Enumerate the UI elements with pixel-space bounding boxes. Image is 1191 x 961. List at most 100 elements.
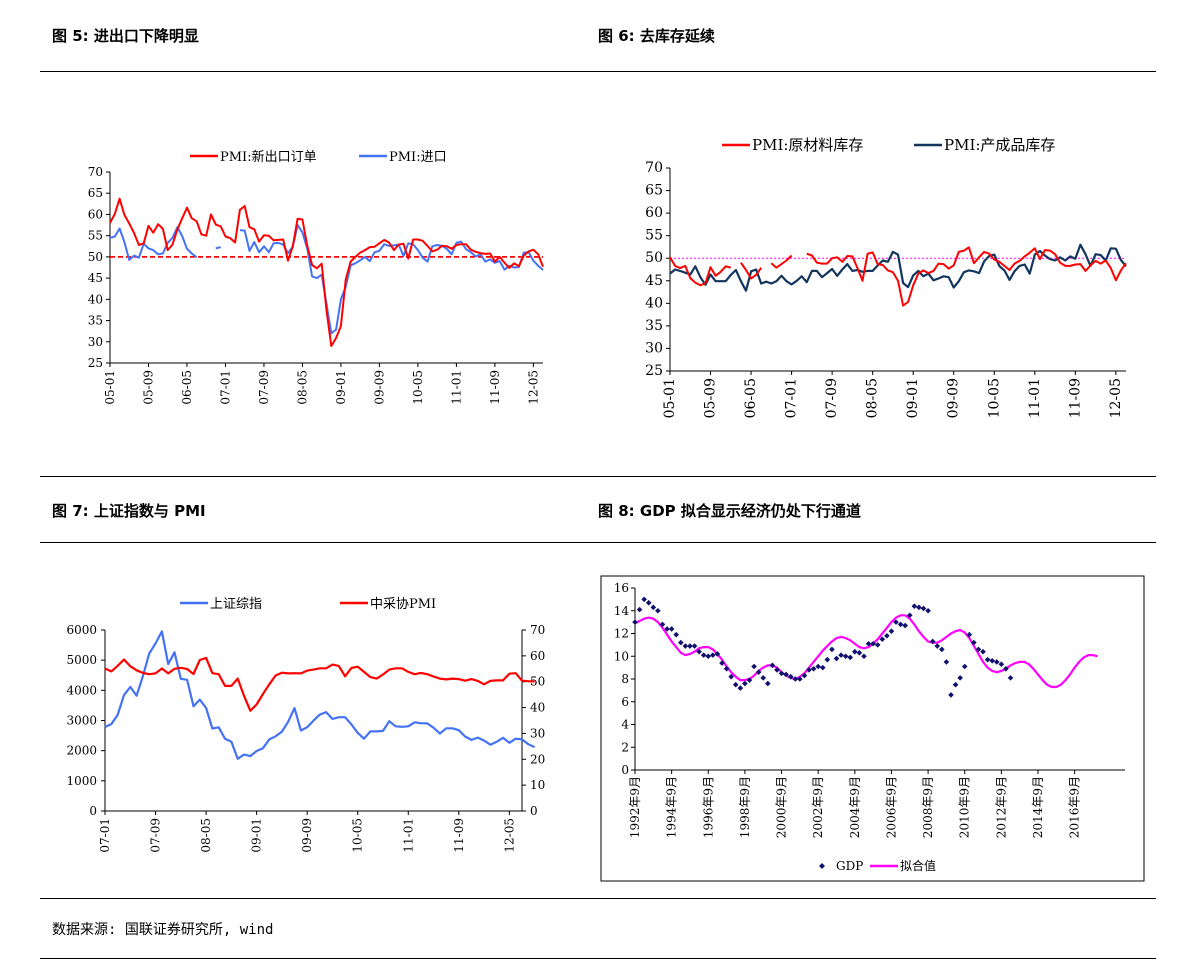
fig6-ytick-label: 35: [645, 318, 663, 334]
fig8-gdp-point: [934, 643, 941, 649]
fig8-gdp-point: [971, 639, 977, 646]
lower-divider: [40, 542, 1156, 543]
fig6-legend-2-label: PMI:产成品库存: [944, 136, 1055, 154]
fig8-gdp-point: [655, 607, 661, 614]
fig8-gdp-point: [893, 619, 899, 625]
fig8-ytick-label: 14: [614, 604, 630, 618]
fig8-gdp-point: [645, 599, 652, 606]
fig6-xtick-label: 09-01: [905, 378, 921, 418]
fig5-xtick-label: 07-09: [257, 370, 271, 405]
fig8-gdp-point: [719, 660, 725, 666]
fig7-sse-line-0: [104, 630, 536, 760]
fig8-gdp-point: [948, 692, 954, 698]
fig8-gdp-point: [861, 653, 867, 660]
fig6-xtick-label: 10-05: [986, 378, 1002, 418]
fig5-xtick-label: 05-09: [141, 370, 155, 405]
fig8-gdp-point: [989, 658, 995, 664]
fig8-xtick-label: 1996年9月: [701, 776, 715, 838]
fig8-gdp-point: [710, 652, 716, 658]
fig8-gdp-point: [659, 621, 666, 628]
fig5-ytick-label: 50: [88, 250, 103, 264]
fig8-gdp-point: [870, 640, 876, 647]
fig6-s1-line-1: [740, 262, 763, 280]
fig5-ytick-label: 25: [88, 356, 103, 370]
fig8-xtick-label: 2000年9月: [775, 776, 789, 838]
fig8-gdp-point: [856, 650, 863, 656]
fig8-gdp-point: [838, 652, 844, 658]
fig8-gdp-point: [641, 596, 647, 603]
fig5-legend-1-label: PMI:新出口订单: [220, 149, 317, 165]
bottom-divider: [40, 898, 1156, 899]
fig7-left-tick-label: 6000: [66, 623, 97, 637]
fig7-left-tick-label: 2000: [66, 744, 97, 758]
fig8-xtick-label: 2004年9月: [848, 776, 862, 838]
fig8-gdp-point: [993, 659, 1000, 665]
fig7-xtick-label: 11-01: [401, 818, 415, 853]
fig8-gdp-point: [957, 675, 963, 681]
fig8-gdp-point: [925, 607, 931, 614]
fig8-gdp-point: [696, 648, 702, 655]
fig8-gdp-point: [902, 622, 908, 629]
fig8-gdp-point: [943, 659, 950, 665]
fig5-ytick-label: 35: [88, 314, 103, 328]
middle-divider: [40, 476, 1156, 477]
fig8-gdp-point: [732, 681, 739, 688]
fig5-ytick-label: 70: [88, 165, 103, 179]
fig6-ytick-label: 55: [645, 228, 663, 244]
fig7-right-tick-label: 50: [530, 675, 545, 689]
fig8-gdp-point: [760, 675, 767, 681]
fig5-ytick-label: 65: [88, 186, 103, 200]
fig8-gdp-point: [998, 661, 1005, 668]
fig8-legend-gdp-label: GDP: [836, 859, 863, 873]
fig7-xtick-label: 09-01: [250, 818, 264, 853]
fig5-legend-2-label: PMI:进口: [389, 150, 447, 165]
fig7-left-tick-label: 3000: [66, 714, 97, 728]
fig8-gdp-point: [911, 603, 918, 609]
fig6-xtick-label: 08-05: [865, 378, 881, 418]
fig8-ytick-label: 10: [614, 649, 629, 663]
fig7-right-tick-label: 30: [530, 726, 545, 740]
fig6-ytick-label: 65: [645, 183, 663, 199]
fig8-gdp-point: [829, 646, 835, 653]
fig7-legend-2-label: 中采协PMI: [370, 597, 436, 612]
fig8-gdp-point: [682, 643, 689, 649]
fig8-legend-fit-label: 拟合值: [900, 858, 936, 873]
fig8-ytick-label: 4: [621, 718, 629, 732]
fig8-gdp-point: [632, 619, 638, 625]
fig5-title: 图 5: 进出口下降明显: [52, 27, 199, 45]
fig8-gdp-point: [728, 673, 734, 680]
fig8-gdp-point: [874, 642, 881, 648]
fig8-gdp-point: [746, 677, 753, 683]
footer-divider: [40, 958, 1156, 959]
fig7-right-tick-label: 40: [530, 701, 545, 715]
fig6-xtick-label: 07-09: [824, 378, 840, 418]
fig8-gdp-point: [705, 653, 712, 660]
fig5-ytick-label: 55: [88, 229, 103, 243]
fig8-gdp-point: [961, 663, 968, 670]
fig6-xtick-label: 05-09: [703, 378, 719, 418]
fig6-ytick-label: 70: [645, 160, 663, 176]
fig8-gdp-point: [673, 631, 680, 638]
fig5-xtick-label: 07-01: [218, 370, 232, 405]
fig8-gdp-point: [929, 638, 936, 645]
fig5-ytick-label: 45: [88, 271, 103, 285]
fig8-gdp-point: [797, 676, 803, 682]
fig8-gdp-point: [737, 685, 744, 691]
fig8-gdp-point: [847, 654, 854, 661]
fig6-ytick-label: 25: [645, 363, 663, 379]
fig8-gdp-point: [765, 680, 771, 687]
fig8-xtick-label: 2012年9月: [994, 776, 1008, 838]
fig7-left-tick-label: 0: [89, 804, 97, 818]
fig7-right-tick-label: 10: [530, 778, 545, 792]
fig5-xtick-label: 11-01: [449, 370, 463, 405]
fig8-gdp-point: [897, 621, 904, 628]
fig8-gdp-point: [842, 653, 849, 660]
fig7-xtick-label: 11-09: [452, 818, 466, 853]
fig8-gdp-point: [980, 648, 986, 655]
fig6-ytick-label: 30: [645, 340, 663, 356]
fig7-left-tick-label: 5000: [66, 653, 97, 667]
fig5-xtick-label: 10-05: [411, 370, 425, 405]
fig7-left-tick-label: 4000: [66, 683, 97, 697]
fig6-s1-line-2: [770, 254, 793, 269]
fig5-ytick-label: 30: [88, 335, 103, 349]
